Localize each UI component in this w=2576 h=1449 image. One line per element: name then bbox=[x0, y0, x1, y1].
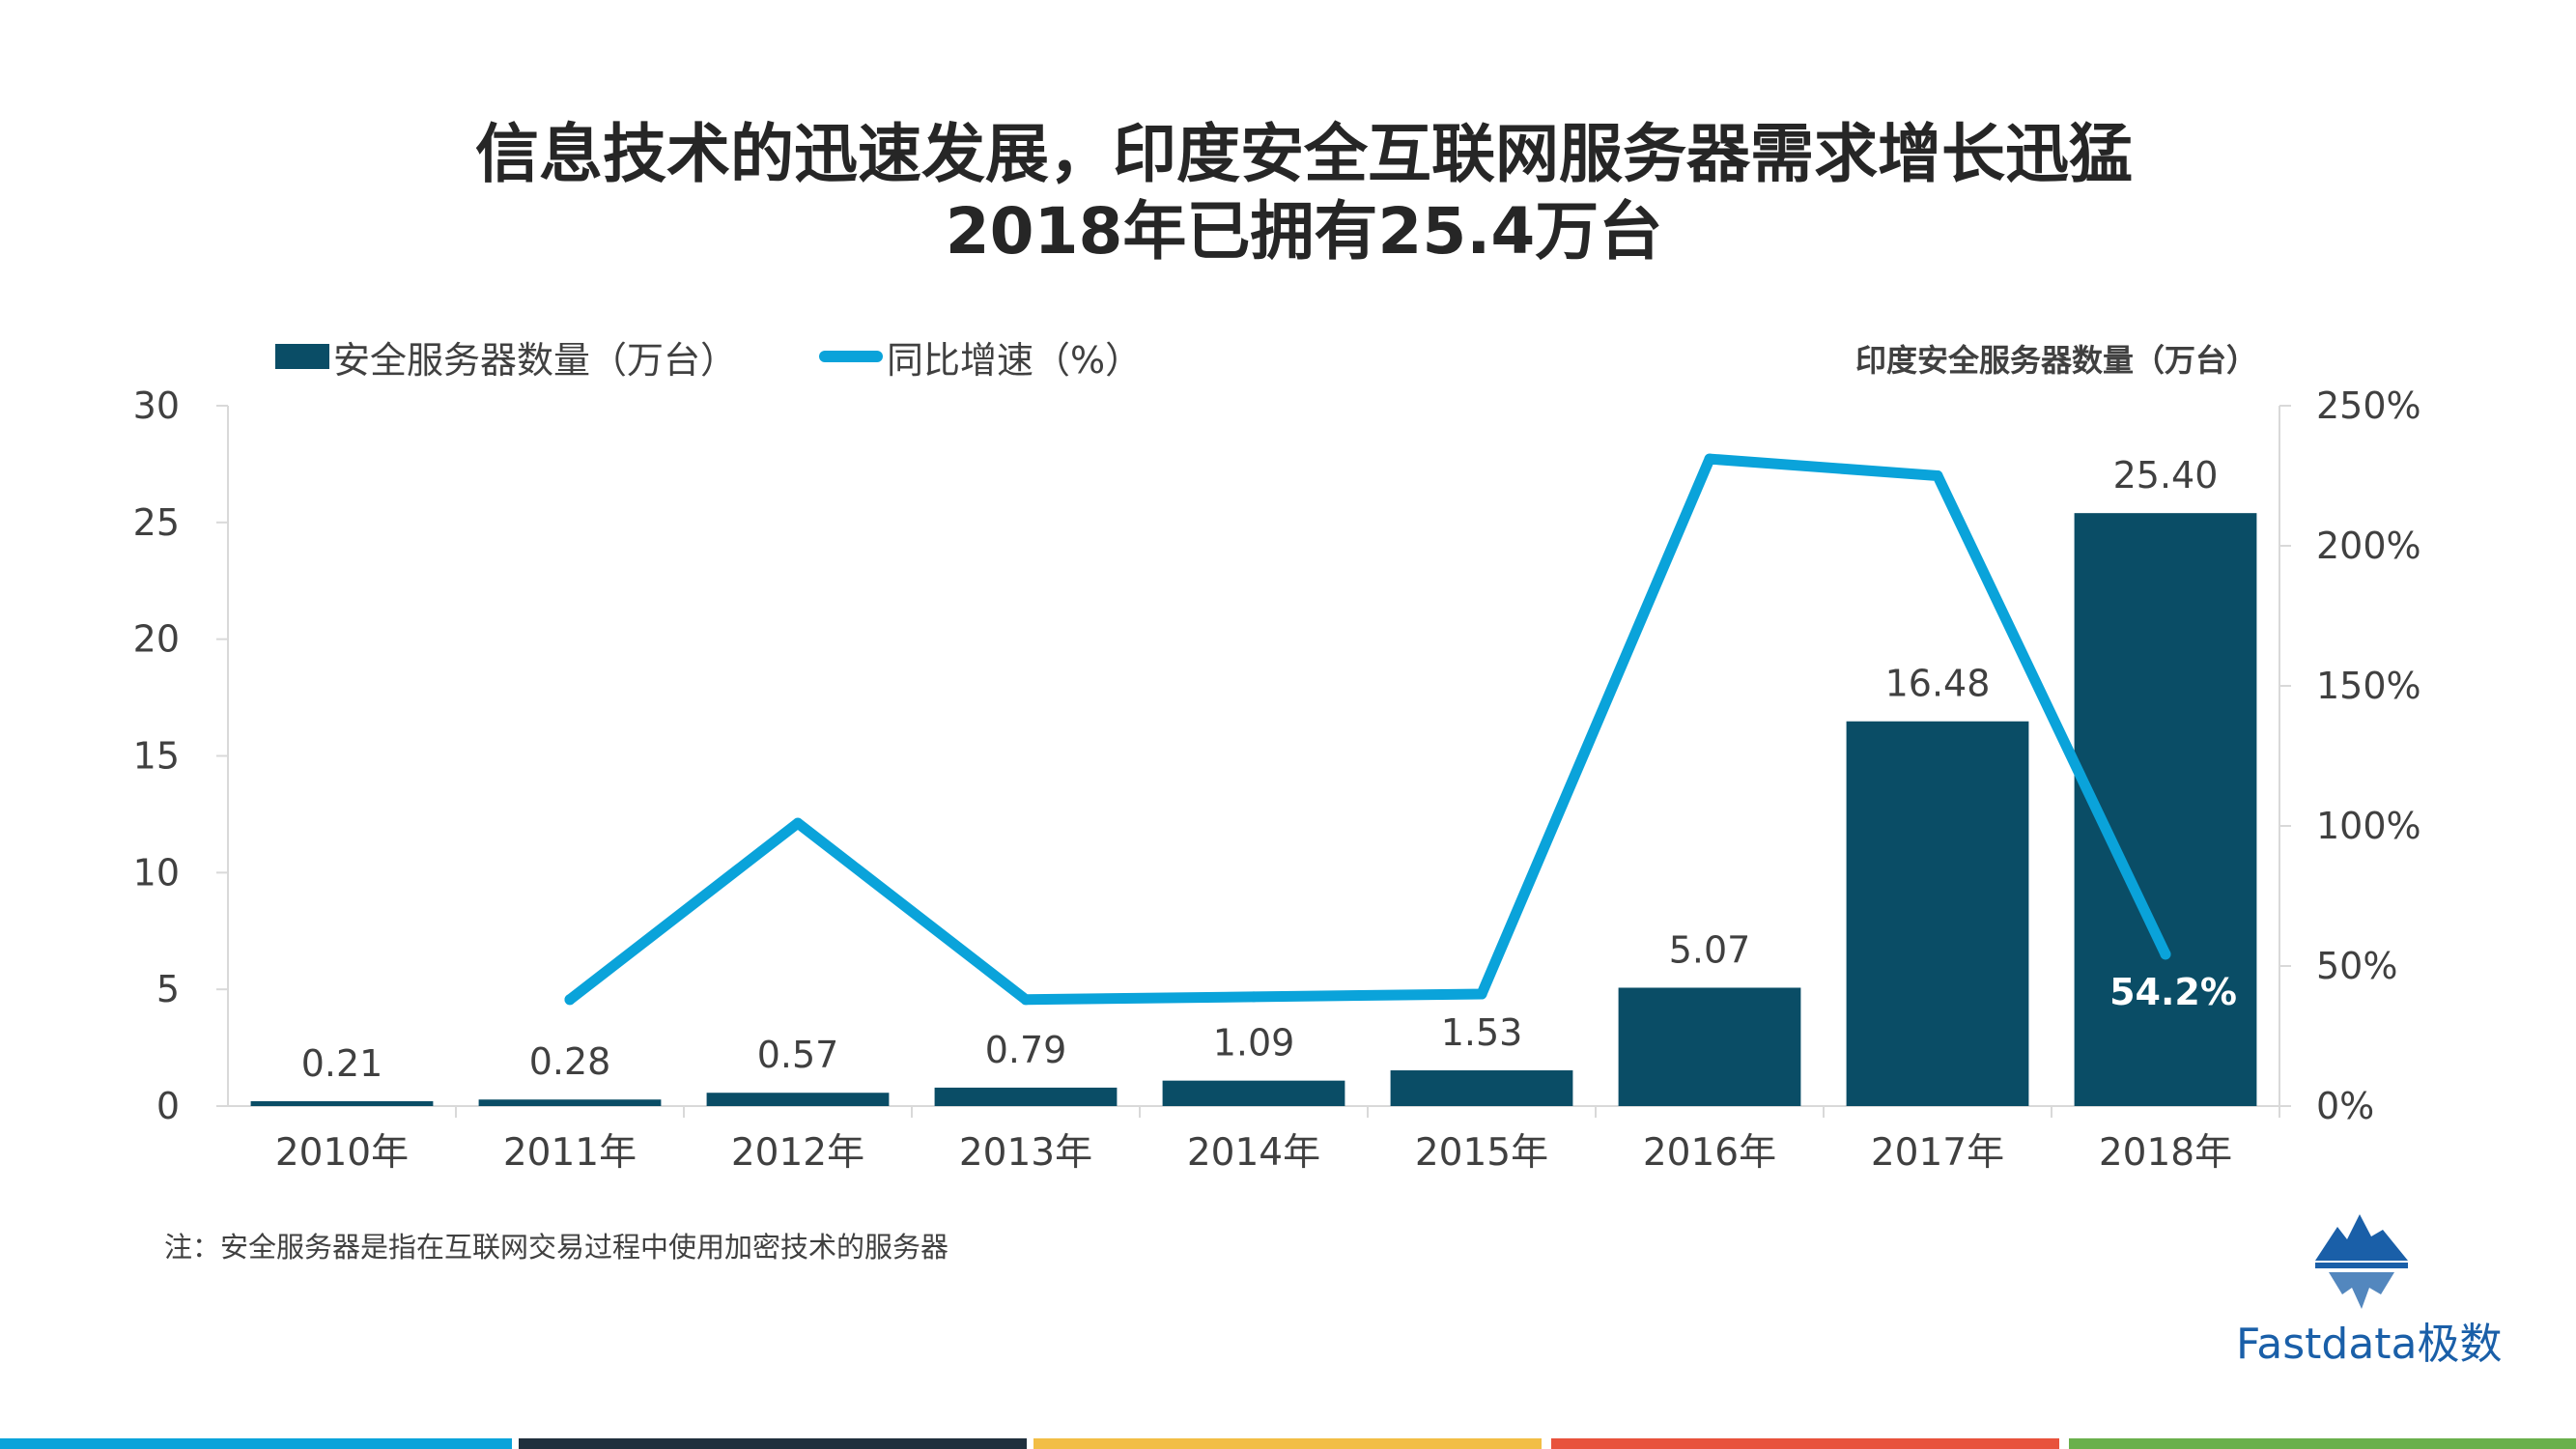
bar bbox=[478, 1099, 662, 1106]
x-tick-label: 2011年 bbox=[503, 1131, 637, 1175]
y-right-tick-label: 200% bbox=[2316, 525, 2421, 567]
x-tick-label: 2017年 bbox=[1871, 1131, 2004, 1175]
fastdata-logo-icon bbox=[2315, 1214, 2408, 1309]
line-point bbox=[1476, 988, 1487, 1000]
legend-bar-label: 安全服务器数量（万台） bbox=[333, 338, 738, 382]
legend-line-label: 同比增速（%） bbox=[887, 338, 1143, 382]
line-point bbox=[2160, 949, 2171, 960]
line-value-label: 54.2% bbox=[2109, 971, 2237, 1013]
legend-bar-swatch bbox=[275, 344, 329, 369]
x-tick-label: 2018年 bbox=[2099, 1131, 2232, 1175]
y-left-tick-label: 20 bbox=[133, 618, 180, 661]
y-left-tick-label: 0 bbox=[156, 1085, 180, 1127]
x-tick-label: 2015年 bbox=[1415, 1131, 1548, 1175]
y-right-tick-label: 150% bbox=[2316, 665, 2421, 707]
right-axis-title: 印度安全服务器数量（万台） bbox=[1854, 342, 2257, 379]
bar bbox=[1618, 987, 1801, 1106]
bar bbox=[1390, 1070, 1573, 1106]
legend-line-swatch bbox=[819, 351, 883, 362]
logo-text: Fastdata极数 bbox=[2236, 1320, 2503, 1369]
bar-value-label: 0.57 bbox=[757, 1034, 839, 1076]
bar bbox=[250, 1100, 434, 1106]
growth-rate-line bbox=[564, 453, 2171, 1006]
bar-value-label: 0.21 bbox=[301, 1042, 383, 1085]
y-right-tick-label: 50% bbox=[2316, 945, 2397, 987]
bar-value-label: 25.40 bbox=[2113, 454, 2219, 497]
x-tick-label: 2012年 bbox=[731, 1131, 864, 1175]
bar bbox=[1162, 1080, 1345, 1106]
footer-strip-5 bbox=[2069, 1438, 2576, 1449]
line-point bbox=[1020, 994, 1032, 1006]
y-left-tick-label: 5 bbox=[156, 968, 180, 1010]
legend-item-bar: 安全服务器数量（万台） bbox=[275, 332, 738, 382]
y-right-tick-label: 0% bbox=[2316, 1085, 2374, 1127]
x-tick-label: 2010年 bbox=[275, 1131, 409, 1175]
y-right-tick-label: 250% bbox=[2316, 384, 2421, 427]
bar-value-label: 16.48 bbox=[1885, 663, 1991, 705]
line-point bbox=[1248, 991, 1260, 1003]
line-point bbox=[792, 817, 804, 829]
footnote: 注：安全服务器是指在互联网交易过程中使用加密技术的服务器 bbox=[164, 1231, 949, 1264]
line-point bbox=[564, 994, 576, 1006]
bar bbox=[2074, 513, 2257, 1106]
x-tick-label: 2013年 bbox=[959, 1131, 1092, 1175]
y-left-tick-label: 15 bbox=[133, 735, 180, 778]
line-point bbox=[1932, 470, 1943, 481]
footer-strip-1 bbox=[0, 1438, 512, 1449]
bar-value-label: 1.53 bbox=[1441, 1011, 1523, 1054]
footer-strip-2 bbox=[519, 1438, 1027, 1449]
bar-value-label: 0.79 bbox=[985, 1029, 1067, 1071]
y-left-tick-label: 10 bbox=[133, 851, 180, 894]
bar bbox=[1846, 721, 2029, 1106]
chart-title-line-2: 2018年已拥有25.4万台 bbox=[945, 194, 1663, 269]
bar-value-label: 0.28 bbox=[529, 1040, 611, 1083]
y-left-tick-label: 30 bbox=[133, 384, 180, 427]
y-left-tick-label: 25 bbox=[133, 501, 180, 544]
bar bbox=[706, 1093, 890, 1106]
line-point bbox=[1704, 453, 1715, 465]
footer-strip-4 bbox=[1551, 1438, 2059, 1449]
x-tick-label: 2016年 bbox=[1643, 1131, 1776, 1175]
chart-title-line-1: 信息技术的迅速发展，印度安全互联网服务器需求增长迅猛 bbox=[475, 117, 2133, 191]
bar-value-label: 5.07 bbox=[1669, 928, 1751, 971]
bar bbox=[934, 1087, 1118, 1106]
legend-item-line: 同比增速（%） bbox=[819, 332, 1143, 382]
footer-strip-3 bbox=[1033, 1438, 1542, 1449]
y-right-tick-label: 100% bbox=[2316, 805, 2421, 847]
x-tick-label: 2014年 bbox=[1187, 1131, 1320, 1175]
bar-value-label: 1.09 bbox=[1213, 1022, 1295, 1065]
